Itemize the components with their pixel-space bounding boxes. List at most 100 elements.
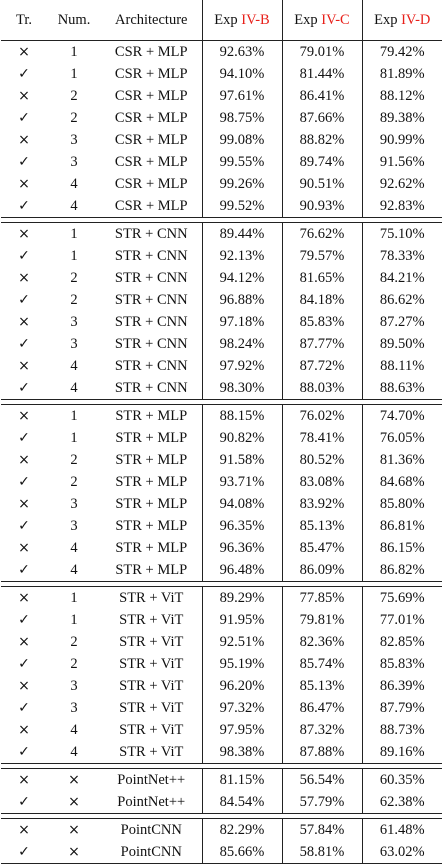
cross-mark: × bbox=[18, 88, 30, 104]
check-mark: ✓ bbox=[1, 559, 47, 582]
exp-d-ref-link[interactable]: IV-D bbox=[401, 12, 431, 28]
num-cell: 3 bbox=[70, 496, 78, 512]
num-cell: 4 bbox=[70, 722, 78, 738]
exp-iv-c-cell: 85.13% bbox=[281, 675, 362, 697]
num-cell: 1 bbox=[47, 404, 101, 427]
header-num: Num. bbox=[57, 12, 91, 28]
exp-iv-b-cell: 91.58% bbox=[201, 449, 282, 471]
check-mark: ✓ bbox=[18, 700, 30, 716]
exp-iv-b-cell: 89.44% bbox=[201, 222, 282, 245]
num-cell: × bbox=[47, 791, 101, 814]
table-row: ✓ 4 STR + MLP 96.48% 86.09% 86.82% bbox=[1, 559, 442, 582]
architecture-cell: CSR + MLP bbox=[114, 154, 188, 170]
exp-iv-d-cell: 92.83% bbox=[361, 195, 442, 218]
exp-iv-d-cell: 91.56% bbox=[361, 151, 442, 173]
exp-iv-d-cell: 81.36% bbox=[361, 449, 442, 471]
architecture-cell: STR + ViT bbox=[119, 634, 184, 650]
table-row: × × PointNet++ 81.15% 56.54% 60.35% bbox=[1, 768, 442, 791]
exp-iv-c-cell: 87.88% bbox=[281, 741, 362, 764]
cross-mark: × bbox=[18, 678, 30, 694]
exp-iv-b-cell: 96.48% bbox=[201, 559, 282, 582]
exp-iv-d-cell: 75.10% bbox=[361, 222, 442, 245]
exp-iv-d-cell: 88.73% bbox=[361, 719, 442, 741]
architecture-cell: STR + MLP bbox=[115, 452, 188, 468]
exp-iv-c-cell: 57.84% bbox=[281, 818, 362, 841]
num-cell: 4 bbox=[47, 195, 101, 218]
exp-iv-b-cell: 98.30% bbox=[201, 377, 282, 400]
table-row: ✓ 4 CSR + MLP 99.52% 90.93% 92.83% bbox=[1, 195, 442, 218]
exp-iv-c-cell: 85.74% bbox=[281, 653, 362, 675]
exp-iv-d-cell: 88.11% bbox=[361, 355, 442, 377]
exp-iv-b-cell: 92.63% bbox=[201, 40, 282, 63]
table-row: × 1 CSR + MLP 92.63% 79.01% 79.42% bbox=[1, 40, 442, 63]
exp-iv-c-cell: 83.92% bbox=[281, 493, 362, 515]
exp-iv-b-cell: 98.75% bbox=[201, 107, 282, 129]
cross-mark: × bbox=[1, 222, 47, 245]
header-tr: Tr. bbox=[15, 12, 32, 28]
exp-iv-c-cell: 80.52% bbox=[281, 449, 362, 471]
row-group: × × PointCNN 82.29% 57.84% 61.48% ✓ × PointCNN 85… bbox=[1, 818, 442, 864]
cross-mark: × bbox=[1, 404, 47, 427]
exp-c-ref-link[interactable]: IV-C bbox=[321, 12, 350, 28]
table-row: × 3 CSR + MLP 99.08% 88.82% 90.99% bbox=[1, 129, 442, 151]
table-row: × 2 CSR + MLP 97.61% 86.41% 88.12% bbox=[1, 85, 442, 107]
num-cell: 3 bbox=[70, 314, 78, 330]
exp-iv-c-cell: 79.57% bbox=[281, 245, 362, 267]
architecture-cell: CSR + MLP bbox=[114, 66, 188, 82]
architecture-cell: STR + CNN bbox=[114, 248, 188, 264]
exp-iv-d-cell: 89.50% bbox=[361, 333, 442, 355]
table-row: ✓ 2 STR + CNN 96.88% 84.18% 86.62% bbox=[1, 289, 442, 311]
table-row: ✓ 2 CSR + MLP 98.75% 87.66% 89.38% bbox=[1, 107, 442, 129]
num-cell: 2 bbox=[70, 292, 78, 308]
exp-iv-b-cell: 88.15% bbox=[201, 404, 282, 427]
exp-iv-b-cell: 94.12% bbox=[201, 267, 282, 289]
row-group: × 1 STR + CNN 89.44% 76.62% 75.10% ✓ 1 STR + CNN… bbox=[1, 222, 442, 400]
architecture-cell: STR + ViT bbox=[119, 700, 184, 716]
table-row: × 3 STR + ViT 96.20% 85.13% 86.39% bbox=[1, 675, 442, 697]
check-mark: ✓ bbox=[18, 248, 30, 264]
cross-mark: × bbox=[1, 40, 47, 63]
exp-iv-d-cell: 82.85% bbox=[361, 631, 442, 653]
exp-iv-d-cell: 61.48% bbox=[361, 818, 442, 841]
exp-iv-d-cell: 86.15% bbox=[361, 537, 442, 559]
architecture-cell: CSR + MLP bbox=[101, 40, 202, 63]
num-cell: 1 bbox=[70, 248, 78, 264]
exp-iv-d-cell: 85.80% bbox=[361, 493, 442, 515]
num-cell: 3 bbox=[70, 700, 78, 716]
exp-iv-b-cell: 90.82% bbox=[201, 427, 282, 449]
architecture-cell: STR + MLP bbox=[101, 404, 202, 427]
exp-iv-d-cell: 92.62% bbox=[361, 173, 442, 195]
architecture-cell: STR + CNN bbox=[114, 336, 188, 352]
check-mark: ✓ bbox=[18, 518, 30, 534]
exp-iv-b-cell: 99.08% bbox=[201, 129, 282, 151]
num-cell: × bbox=[47, 841, 101, 864]
num-cell: 2 bbox=[70, 110, 78, 126]
exp-b-ref-link[interactable]: IV-B bbox=[241, 12, 270, 28]
exp-iv-c-cell: 87.72% bbox=[281, 355, 362, 377]
num-cell: 2 bbox=[70, 270, 78, 286]
exp-iv-c-cell: 81.65% bbox=[281, 267, 362, 289]
cross-mark: × bbox=[1, 818, 47, 841]
exp-iv-b-cell: 92.51% bbox=[201, 631, 282, 653]
num-cell: 1 bbox=[70, 66, 78, 82]
table-row: × 1 STR + CNN 89.44% 76.62% 75.10% bbox=[1, 222, 442, 245]
exp-iv-b-cell: 97.92% bbox=[201, 355, 282, 377]
row-group: × × PointNet++ 81.15% 56.54% 60.35% ✓ × PointNet… bbox=[1, 768, 442, 814]
table-row: ✓ 1 STR + ViT 91.95% 79.81% 77.01% bbox=[1, 609, 442, 631]
table-row: ✓ 1 STR + MLP 90.82% 78.41% 76.05% bbox=[1, 427, 442, 449]
architecture-cell: STR + MLP bbox=[115, 518, 188, 534]
table-row: ✓ 3 STR + MLP 96.35% 85.13% 86.81% bbox=[1, 515, 442, 537]
exp-iv-c-cell: 85.13% bbox=[281, 515, 362, 537]
exp-iv-c-cell: 79.01% bbox=[281, 40, 362, 63]
exp-iv-c-cell: 86.41% bbox=[281, 85, 362, 107]
exp-iv-d-cell: 84.21% bbox=[361, 267, 442, 289]
exp-iv-b-cell: 96.88% bbox=[201, 289, 282, 311]
exp-iv-b-cell: 91.95% bbox=[201, 609, 282, 631]
table-row: ✓ 1 STR + CNN 92.13% 79.57% 78.33% bbox=[1, 245, 442, 267]
cross-mark: × bbox=[1, 768, 47, 791]
architecture-cell: PointNet++ bbox=[101, 768, 202, 791]
table-row: ✓ × PointCNN 85.66% 58.81% 63.02% bbox=[1, 841, 442, 864]
row-group: × 1 STR + MLP 88.15% 76.02% 74.70% ✓ 1 STR + MLP… bbox=[1, 404, 442, 582]
exp-iv-d-cell: 79.42% bbox=[361, 40, 442, 63]
exp-iv-c-cell: 76.02% bbox=[281, 404, 362, 427]
